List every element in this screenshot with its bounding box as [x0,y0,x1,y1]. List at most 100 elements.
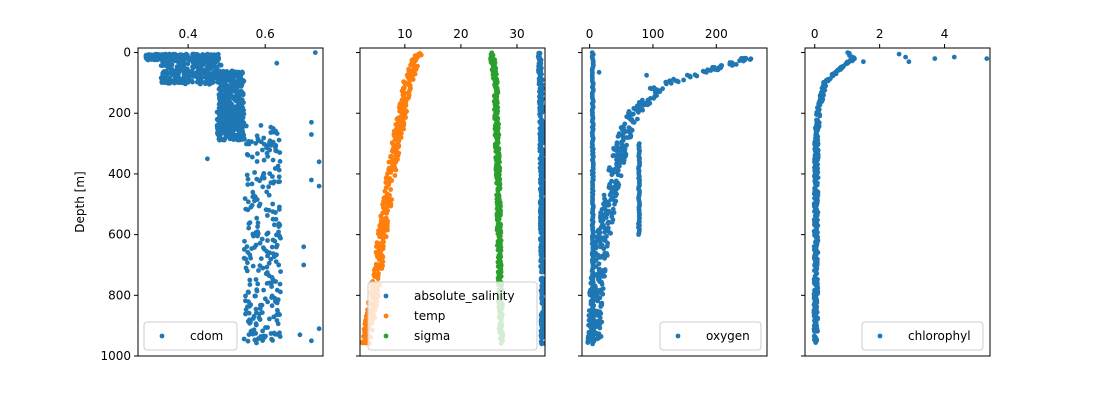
data-point [383,185,389,191]
data-point [537,126,543,131]
data-point [984,56,990,61]
y-tick-label: 1000 [100,349,131,363]
data-point [393,122,399,127]
legend-label: absolute_salinity [414,289,515,303]
data-point [603,207,608,213]
data-point [229,72,235,78]
data-point [255,224,260,230]
data-point [381,239,386,245]
data-point [217,102,223,108]
data-point [268,180,274,186]
data-point [248,328,254,334]
data-point [687,73,693,79]
data-point [812,159,817,165]
data-point [389,148,395,154]
data-point [604,243,610,249]
data-point [615,172,621,178]
data-point [153,52,159,57]
data-point [629,112,635,117]
data-point [374,253,380,259]
data-point [210,79,216,85]
data-point [541,253,545,259]
data-point [267,140,273,146]
data-point [385,171,390,177]
data-point [260,328,265,334]
data-point [540,152,545,158]
data-point [228,108,234,113]
data-point [602,250,608,256]
data-point [494,206,500,212]
data-point [264,281,270,286]
data-point [267,250,272,256]
data-point [316,183,322,189]
data-point [219,73,224,79]
data-point [648,96,653,101]
data-point [404,72,410,78]
data-point [490,53,495,59]
data-point [384,191,390,197]
data-point [247,220,253,226]
data-point [812,329,817,334]
data-point [224,88,230,94]
data-point [611,145,616,151]
data-point [490,58,496,64]
data-point [397,101,403,107]
data-point [185,61,191,67]
data-point [402,114,408,120]
data-point [363,317,369,322]
x-tick-label: 20 [453,27,468,41]
data-point [246,310,252,316]
data-point [274,244,279,250]
data-point [719,63,725,68]
data-point [395,133,401,139]
data-point [297,332,303,338]
data-point [861,59,866,65]
data-point [541,340,545,346]
data-point [836,67,842,73]
data-point [538,311,544,317]
data-point [245,176,251,182]
data-point [619,139,624,145]
legend-box [861,321,984,351]
data-point [903,54,908,60]
data-point [227,131,232,136]
data-point [374,240,380,246]
data-point [817,112,823,117]
data-point [388,165,394,171]
data-point [494,85,500,91]
data-point [261,135,267,141]
data-point [362,321,368,327]
data-point [651,85,657,90]
data-point [539,291,545,297]
data-point [376,271,381,276]
data-point [277,179,282,185]
data-point [540,160,545,166]
data-point [623,151,629,157]
legend-box [367,281,538,351]
data-point [276,167,282,173]
data-point [242,238,247,244]
data-point [617,163,622,169]
data-point [266,192,272,198]
data-point [602,197,608,203]
legend-marker [877,333,883,339]
data-point [276,174,282,180]
data-point [245,182,251,187]
data-point [389,140,395,146]
data-point [822,80,828,86]
data-point [619,158,624,164]
data-point [272,238,278,244]
data-point [247,282,253,287]
data-point [598,244,603,250]
data-point [264,145,269,151]
data-point [605,225,611,231]
data-point [495,259,501,265]
data-point [635,116,640,122]
data-point [596,69,602,75]
data-point [812,219,817,225]
data-point [245,338,251,344]
data-point [497,228,503,234]
data-point [163,69,169,74]
data-point [812,261,818,267]
